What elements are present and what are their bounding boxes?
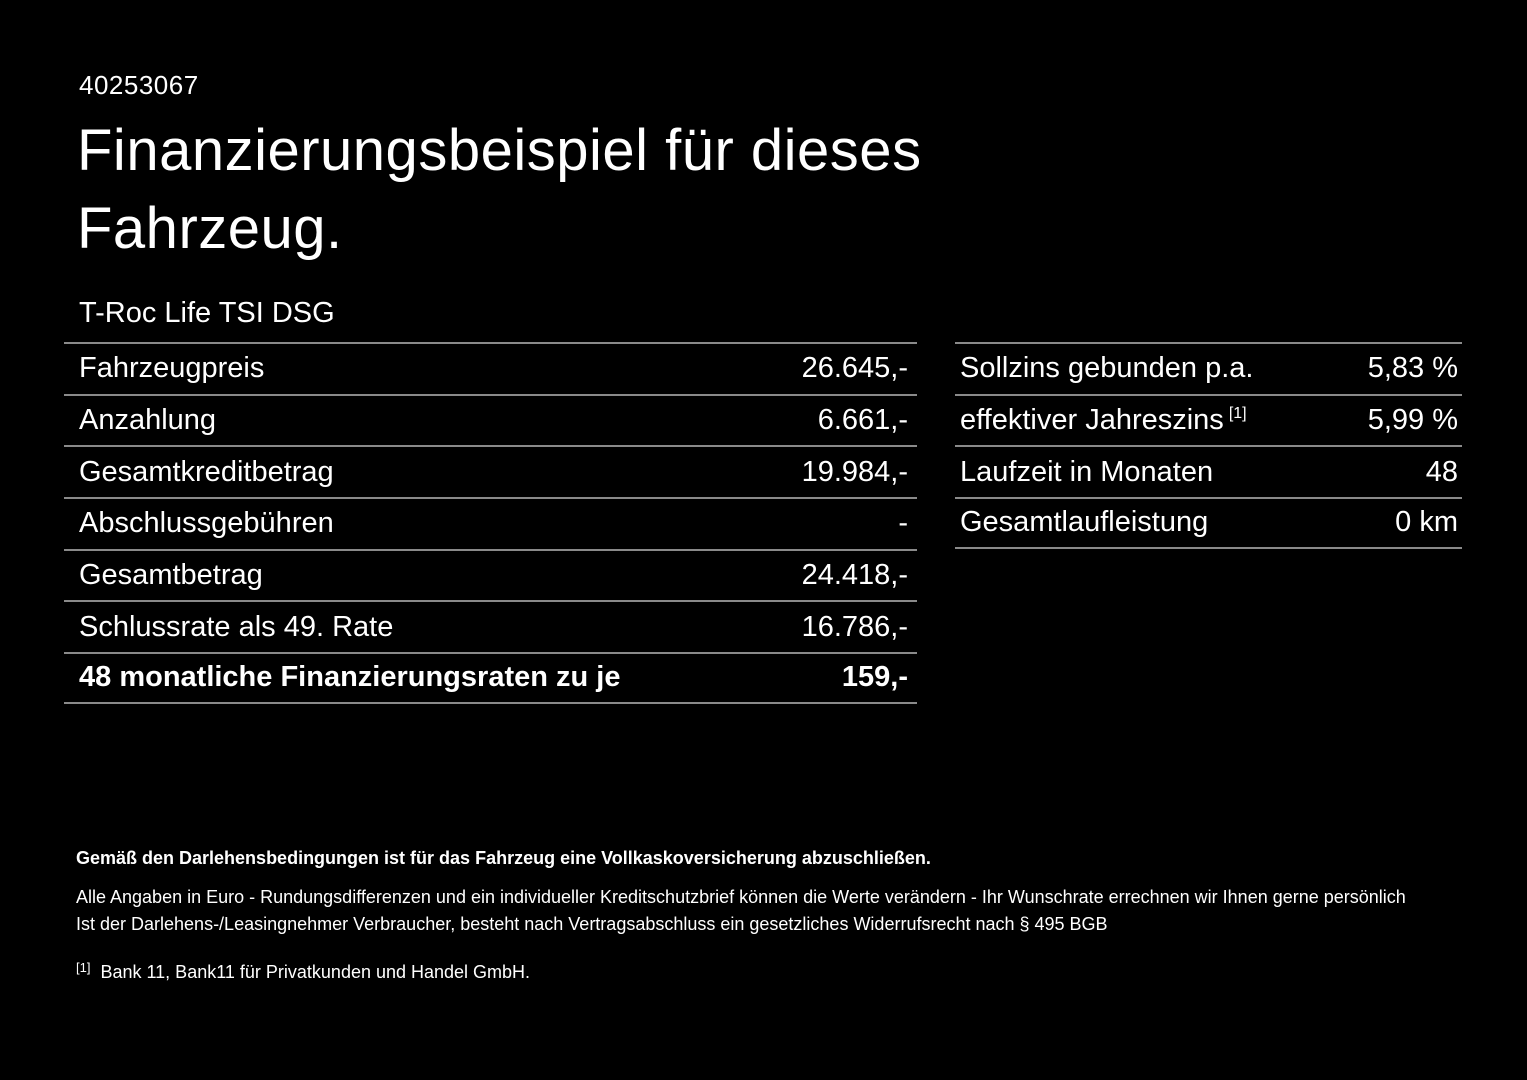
row-label: Schlussrate als 49. Rate — [79, 610, 394, 643]
page-title: Finanzierungsbeispiel für dieses Fahrzeu… — [77, 118, 922, 261]
row-label: Laufzeit in Monaten — [960, 455, 1214, 488]
table-row: Fahrzeugpreis 26.645,- — [64, 342, 917, 394]
document-id: 40253067 — [79, 70, 199, 100]
table-row: Anzahlung 6.661,- — [64, 393, 917, 446]
footnote-marker: [1] — [1228, 405, 1247, 423]
row-value: 48 — [1425, 455, 1458, 488]
legal-footer: Gemäß den Darlehensbedingungen ist für d… — [76, 845, 1476, 986]
row-value: 0 km — [1395, 506, 1458, 539]
vehicle-model: T-Roc Life TSI DSG — [79, 297, 335, 329]
footnote-marker: [1] — [76, 959, 91, 975]
row-value: 26.645,- — [801, 352, 908, 385]
table-row: effektiver Jahreszins [1] 5,99 % — [955, 393, 1462, 446]
row-value: 16.786,- — [801, 610, 908, 643]
table-row: Gesamtkreditbetrag 19.984,- — [64, 445, 917, 497]
row-label: Gesamtlaufleistung — [960, 506, 1209, 539]
row-label: Sollzins gebunden p.a. — [960, 352, 1254, 385]
row-value: 5,99 % — [1367, 404, 1458, 437]
table-row: Gesamtbetrag 24.418,- — [64, 548, 917, 601]
table-row: Abschlussgebühren - — [64, 497, 917, 549]
row-label: effektiver Jahreszins [1] — [960, 404, 1247, 437]
disclaimer-line: Ist der Darlehens-/Leasingnehmer Verbrau… — [76, 914, 1108, 934]
row-label: Gesamtbetrag — [79, 559, 263, 592]
table-row-monthly-rate: 48 monatliche Finanzierungsraten zu je 1… — [64, 652, 917, 704]
row-value: 159,- — [841, 661, 908, 694]
row-value: 6.661,- — [817, 404, 908, 437]
row-label: Anzahlung — [79, 404, 217, 437]
disclaimer-line: Alle Angaben in Euro - Rundungsdifferenz… — [76, 886, 1406, 907]
bank-footnote: [1] Bank 11, Bank11 für Privatkunden und … — [76, 954, 1476, 987]
conditions-table: Sollzins gebunden p.a. 5,83 % effektiver… — [955, 342, 1462, 549]
row-label: 48 monatliche Finanzierungsraten zu je — [79, 661, 621, 694]
insurance-notice: Gemäß den Darlehensbedingungen ist für d… — [76, 848, 931, 868]
table-row: Gesamtlaufleistung 0 km — [955, 497, 1462, 549]
table-row: Laufzeit in Monaten 48 — [955, 445, 1462, 497]
row-value: 5,83 % — [1367, 352, 1458, 385]
row-label: Abschlussgebühren — [79, 507, 334, 540]
financing-table: Fahrzeugpreis 26.645,- Anzahlung 6.661,-… — [64, 342, 917, 704]
table-row: Schlussrate als 49. Rate 16.786,- — [64, 600, 917, 652]
footnote-text: Bank 11, Bank11 für Privatkunden und Han… — [100, 961, 531, 982]
row-label-text: effektiver Jahreszins — [960, 404, 1224, 437]
table-row: Sollzins gebunden p.a. 5,83 % — [955, 342, 1462, 394]
row-label: Fahrzeugpreis — [79, 352, 265, 385]
row-value: - — [898, 507, 908, 540]
row-value: 24.418,- — [801, 559, 908, 592]
row-label: Gesamtkreditbetrag — [79, 455, 334, 488]
row-value: 19.984,- — [801, 455, 908, 488]
